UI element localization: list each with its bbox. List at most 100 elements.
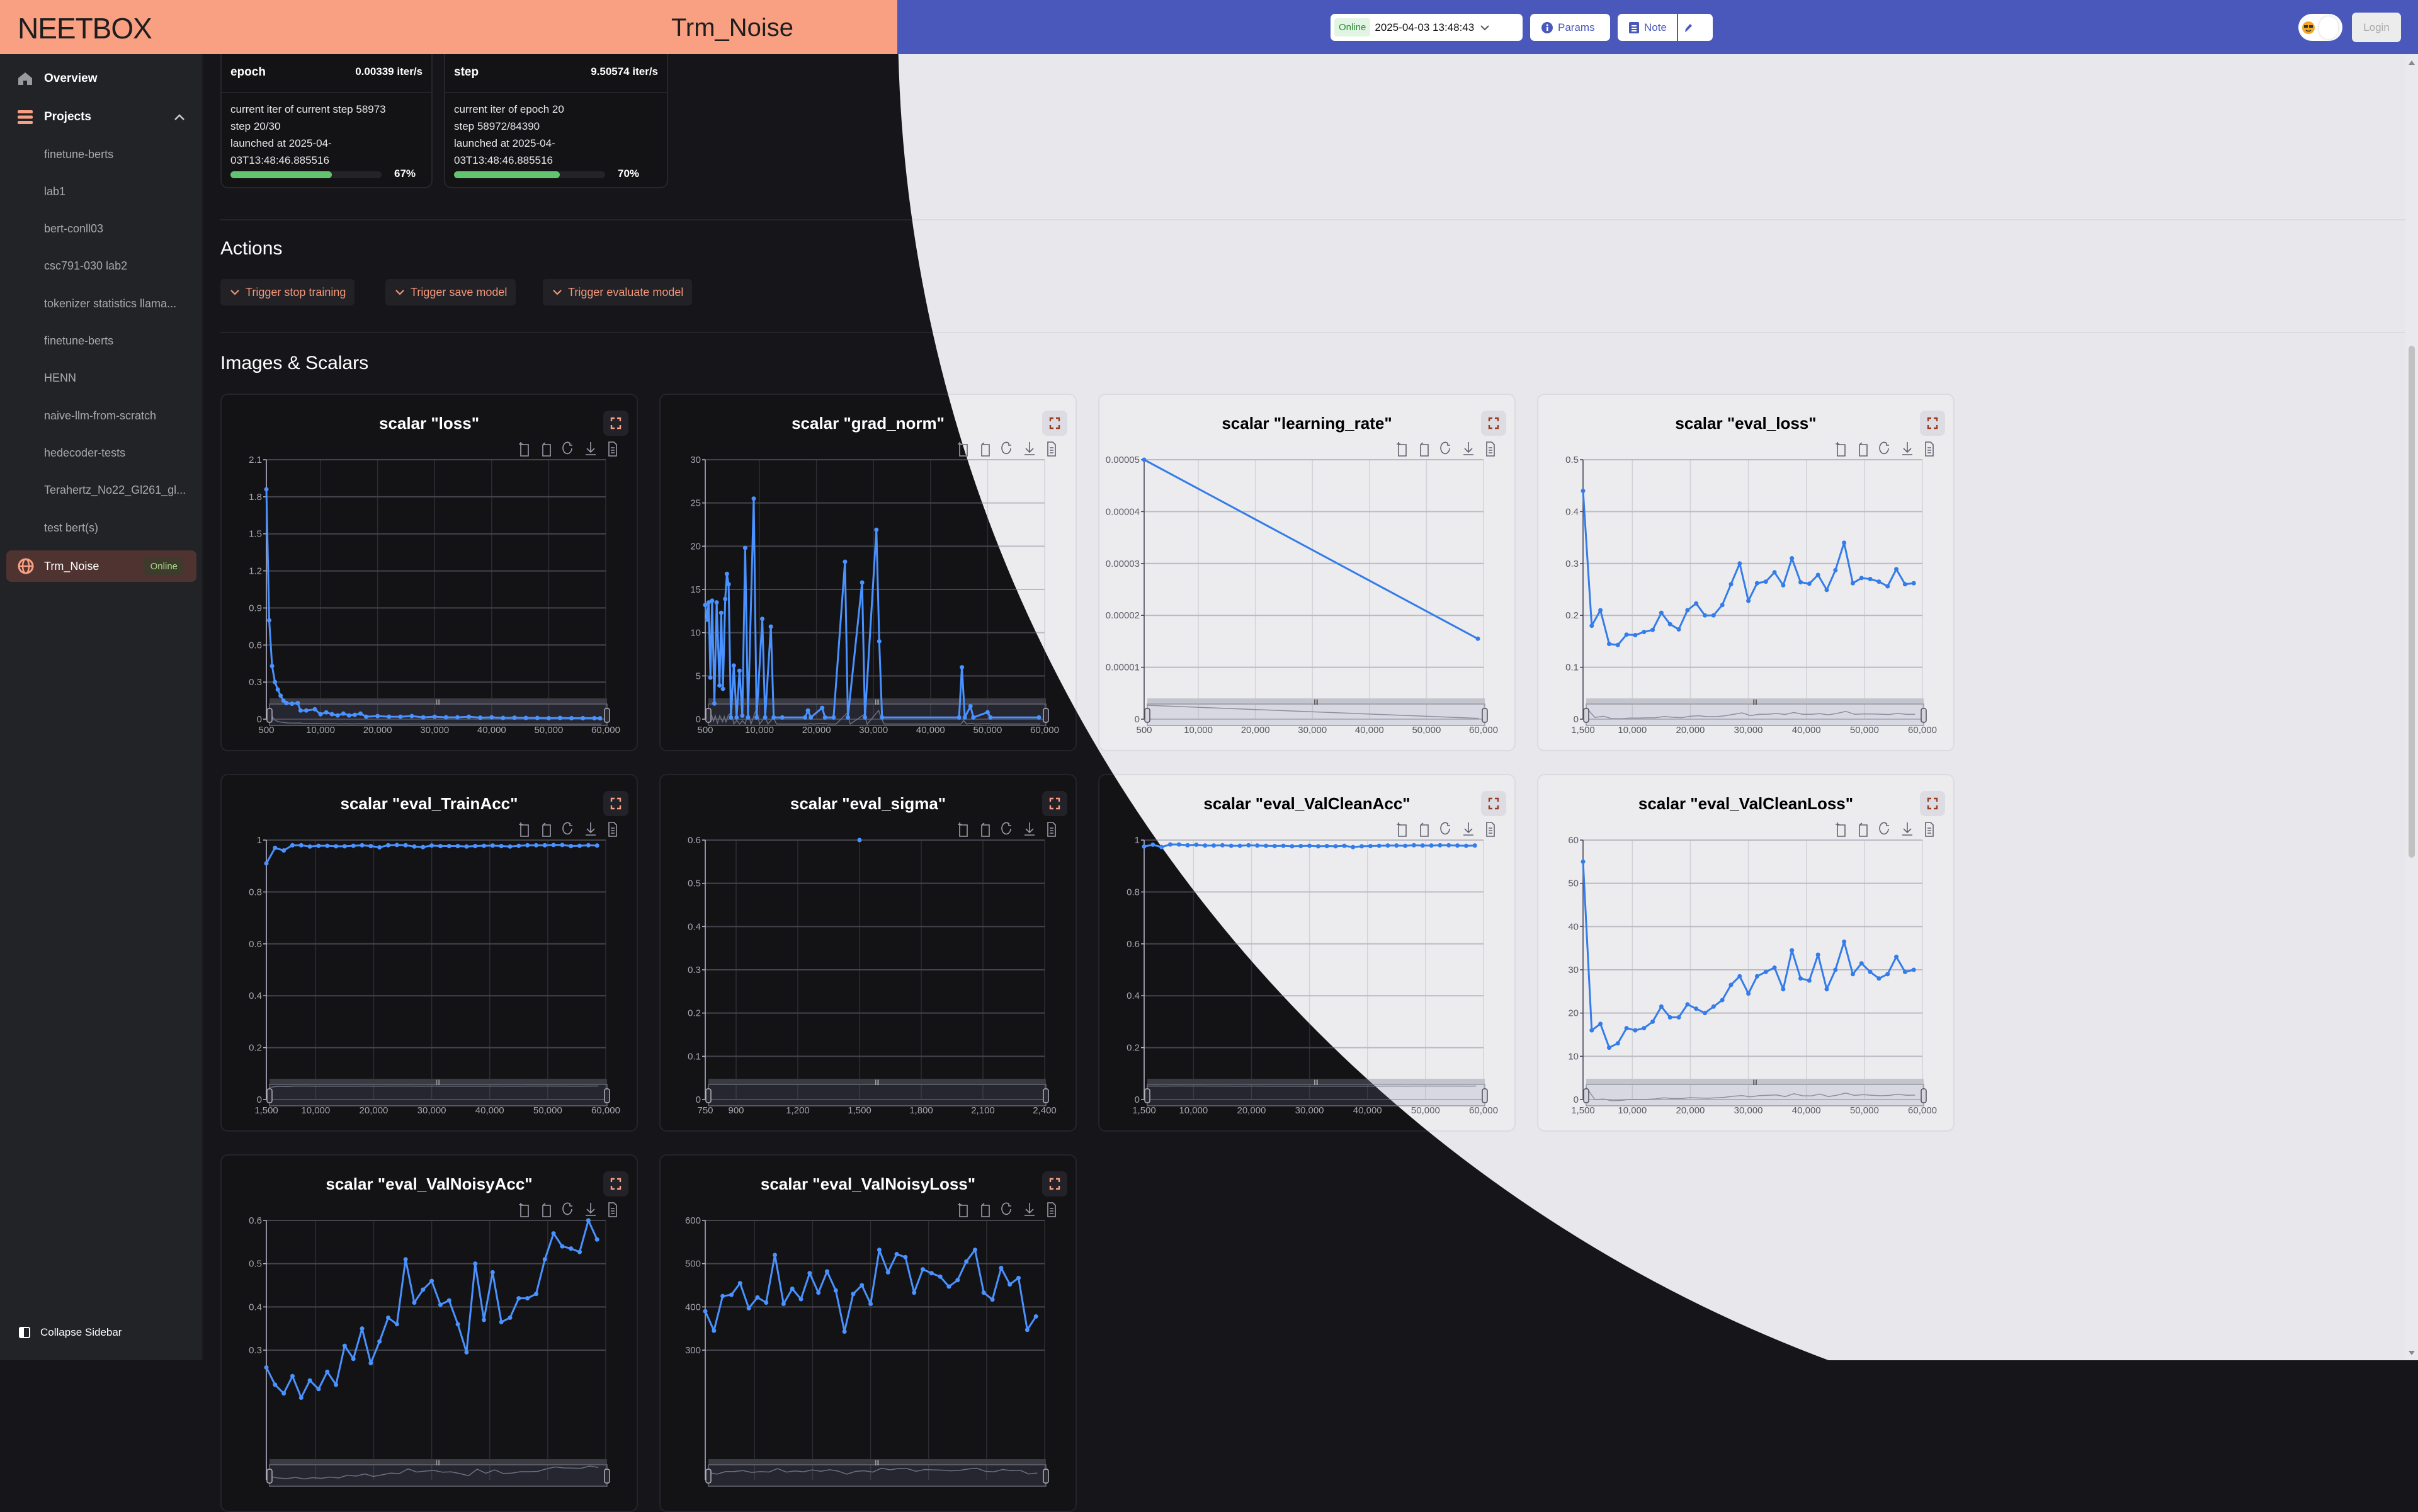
data-point[interactable] xyxy=(1342,844,1346,848)
data-view-icon[interactable] xyxy=(1487,442,1494,456)
data-point[interactable] xyxy=(387,715,391,719)
data-point[interactable] xyxy=(1633,633,1637,637)
data-point[interactable] xyxy=(1377,844,1382,848)
data-point[interactable] xyxy=(957,715,962,720)
data-point[interactable] xyxy=(456,1322,460,1326)
data-point[interactable] xyxy=(534,843,538,848)
data-point[interactable] xyxy=(1764,970,1768,974)
data-point[interactable] xyxy=(1755,974,1759,979)
data-point[interactable] xyxy=(395,1322,399,1326)
data-point[interactable] xyxy=(264,487,269,492)
data-point[interactable] xyxy=(1325,844,1329,848)
data-point[interactable] xyxy=(1773,965,1777,970)
data-point[interactable] xyxy=(1746,991,1751,996)
data-point[interactable] xyxy=(780,715,785,720)
data-point[interactable] xyxy=(552,843,556,847)
data-point[interactable] xyxy=(988,715,992,720)
data-point[interactable] xyxy=(999,1266,1003,1270)
data-view-icon[interactable] xyxy=(609,822,616,836)
data-point[interactable] xyxy=(752,496,756,501)
data-point[interactable] xyxy=(938,1275,943,1279)
data-point[interactable] xyxy=(464,844,468,849)
sidebar-project-item[interactable]: test bert(s) xyxy=(0,512,203,543)
data-point[interactable] xyxy=(1650,628,1655,632)
data-point[interactable] xyxy=(1168,843,1172,847)
data-point[interactable] xyxy=(1446,843,1451,848)
zoom-reset-icon[interactable] xyxy=(1859,443,1867,456)
data-point[interactable] xyxy=(513,715,517,720)
data-point[interactable] xyxy=(1403,844,1407,848)
data-point[interactable] xyxy=(1720,603,1725,607)
data-point[interactable] xyxy=(1703,613,1707,618)
data-point[interactable] xyxy=(429,1279,434,1283)
data-point[interactable] xyxy=(334,844,338,848)
data-view-icon[interactable] xyxy=(609,442,616,456)
data-point[interactable] xyxy=(895,1252,899,1256)
data-point[interactable] xyxy=(534,1292,538,1296)
restore-icon[interactable] xyxy=(1002,442,1011,453)
zoom-reset-icon[interactable] xyxy=(982,443,989,456)
datazoom-handle[interactable] xyxy=(1584,708,1589,722)
data-point[interactable] xyxy=(577,844,582,848)
restore-icon[interactable] xyxy=(1441,822,1450,834)
data-point[interactable] xyxy=(270,664,275,668)
data-point[interactable] xyxy=(1034,1314,1038,1319)
data-point[interactable] xyxy=(404,1257,408,1261)
data-point[interactable] xyxy=(1703,1011,1707,1015)
action-button[interactable]: Trigger evaluate model xyxy=(543,279,692,305)
data-point[interactable] xyxy=(325,1370,329,1374)
data-point[interactable] xyxy=(1142,458,1147,462)
data-point[interactable] xyxy=(358,712,363,716)
data-point[interactable] xyxy=(1036,715,1041,720)
note-button[interactable]: Note xyxy=(1644,21,1667,34)
datazoom-handle[interactable] xyxy=(706,1469,711,1483)
data-point[interactable] xyxy=(1290,844,1294,848)
data-point[interactable] xyxy=(290,1374,295,1378)
data-point[interactable] xyxy=(1737,561,1742,566)
data-point[interactable] xyxy=(743,546,747,550)
data-point[interactable] xyxy=(858,838,862,843)
data-point[interactable] xyxy=(316,844,321,848)
data-point[interactable] xyxy=(308,1378,312,1383)
datazoom-grip-icon[interactable]: ||| xyxy=(875,698,879,705)
data-point[interactable] xyxy=(712,1329,716,1333)
data-point[interactable] xyxy=(755,1295,759,1300)
data-point[interactable] xyxy=(377,1339,382,1344)
data-point[interactable] xyxy=(717,683,722,688)
data-view-icon[interactable] xyxy=(1487,822,1494,836)
data-point[interactable] xyxy=(823,715,827,720)
sidebar-project-item[interactable]: csc791-030 lab2 xyxy=(0,251,203,282)
data-point[interactable] xyxy=(508,844,512,849)
data-point[interactable] xyxy=(456,844,460,848)
data-point[interactable] xyxy=(1229,844,1234,848)
data-point[interactable] xyxy=(386,1316,390,1320)
data-point[interactable] xyxy=(825,1270,829,1274)
data-point[interactable] xyxy=(1429,843,1434,848)
data-point[interactable] xyxy=(1728,983,1733,987)
datazoom-window[interactable] xyxy=(270,1465,607,1486)
data-point[interactable] xyxy=(1455,843,1460,848)
data-point[interactable] xyxy=(325,844,329,848)
data-point[interactable] xyxy=(1650,1020,1655,1024)
data-point[interactable] xyxy=(290,702,294,706)
data-point[interactable] xyxy=(1607,1045,1611,1050)
data-point[interactable] xyxy=(412,1300,416,1305)
logo[interactable]: NEETBOX xyxy=(18,11,152,45)
data-point[interactable] xyxy=(433,715,437,719)
zoom-icon[interactable] xyxy=(519,822,528,836)
data-point[interactable] xyxy=(264,861,269,866)
download-icon[interactable] xyxy=(1025,822,1035,835)
data-point[interactable] xyxy=(264,1365,269,1370)
data-point[interactable] xyxy=(903,1255,907,1259)
data-point[interactable] xyxy=(820,706,824,710)
expand-button[interactable] xyxy=(1481,411,1506,436)
expand-button[interactable] xyxy=(603,1171,628,1197)
zoom-icon[interactable] xyxy=(1836,442,1845,456)
data-point[interactable] xyxy=(1903,970,1907,974)
download-icon[interactable] xyxy=(1902,822,1912,835)
data-point[interactable] xyxy=(1264,844,1268,848)
data-point[interactable] xyxy=(1642,630,1646,634)
data-point[interactable] xyxy=(1194,843,1198,847)
data-point[interactable] xyxy=(886,1270,890,1275)
data-point[interactable] xyxy=(1737,974,1742,979)
